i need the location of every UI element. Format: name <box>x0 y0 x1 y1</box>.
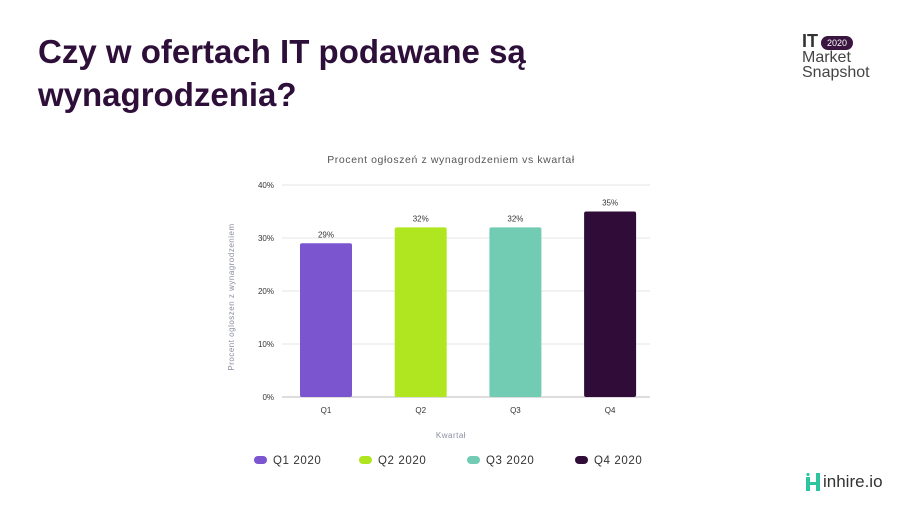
x-tick-label: Q2 <box>415 406 426 415</box>
legend-label: Q2 2020 <box>378 455 426 467</box>
brand-text: inhire.io <box>823 472 883 491</box>
legend-label: Q3 2020 <box>486 455 534 467</box>
bar-q4 <box>584 211 637 397</box>
inhire-h-icon <box>806 473 820 491</box>
logo-it: IT <box>802 31 818 51</box>
data-label: 35% <box>602 199 618 208</box>
chart-title: Procent ogłoszeń z wynagrodzeniem vs kwa… <box>327 154 575 166</box>
legend-label: Q4 2020 <box>594 455 642 467</box>
y-tick-label: 0% <box>262 393 274 402</box>
y-axis-label: Procent ogloszen z wynagrodzeniem <box>227 223 236 370</box>
x-tick-label: Q1 <box>321 406 332 415</box>
inhire-logo: inhire.io <box>806 472 883 492</box>
x-tick-label: Q3 <box>510 406 521 415</box>
legend-swatch <box>467 456 480 464</box>
x-tick-label: Q4 <box>605 406 616 415</box>
it-market-snapshot-logo: IT 2020 Market Snapshot <box>802 31 870 81</box>
y-tick-label: 20% <box>258 287 274 296</box>
y-tick-label: 10% <box>258 340 274 349</box>
data-label: 29% <box>318 230 334 239</box>
y-tick-label: 40% <box>258 181 274 190</box>
logo-snapshot: Snapshot <box>802 64 870 81</box>
bar-q1 <box>300 243 352 397</box>
logo-market: Market <box>802 49 851 66</box>
y-tick-label: 30% <box>258 234 274 243</box>
logo-year-badge: 2020 <box>821 35 854 50</box>
data-label: 32% <box>507 214 523 223</box>
legend-swatch <box>575 456 588 464</box>
legend-swatch <box>359 456 372 464</box>
legend-swatch <box>254 456 267 464</box>
data-label: 32% <box>413 214 429 223</box>
bar-q2 <box>394 227 447 397</box>
slide-title: Czy w ofertach IT podawane są wynagrodze… <box>38 33 526 113</box>
bar-q3 <box>489 227 542 397</box>
x-axis-label: Kwartał <box>436 431 466 440</box>
legend-label: Q1 2020 <box>273 455 321 467</box>
